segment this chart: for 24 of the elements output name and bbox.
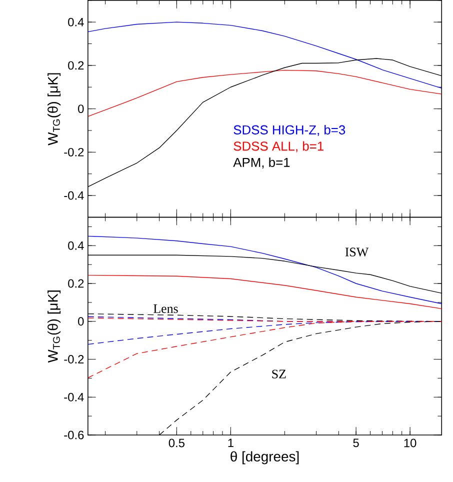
y-axis-title: W$_{TG}$(θ) [μK]	[48, 73, 61, 146]
annotation: ISW	[346, 248, 369, 256]
y-axis-title: W$_{TG}$(θ) [μK]	[48, 290, 61, 363]
annotation: SZ	[272, 370, 286, 378]
y-tick-label: 0.2	[68, 279, 84, 288]
x-tick-label: 0.5	[169, 438, 185, 448]
y-tick-label: 0.4	[68, 18, 84, 26]
y-tick-label: -0.4	[64, 392, 84, 402]
annotation: Lens	[154, 304, 178, 313]
y-tick-label: 0.4	[68, 241, 84, 250]
y-tick-label: -0.4	[64, 191, 84, 200]
text: APM, b=1	[233, 157, 290, 169]
x-tick-label: 5	[353, 438, 360, 448]
x-tick-label: 10	[404, 438, 416, 448]
y-tick-label: 0	[78, 317, 84, 326]
y-tick-label: 0	[78, 104, 84, 114]
y-tick-label: -0.6	[64, 430, 84, 440]
x-axis-title: θ [degrees]	[230, 451, 299, 464]
text: SDSS ALL, b=1	[234, 141, 324, 152]
x-tick-label: 1	[228, 438, 234, 447]
y-tick-label: 0.2	[68, 61, 84, 70]
y-tick-label: -0.2	[64, 148, 84, 156]
text: SDSS HIGH-Z, b=3	[234, 124, 346, 136]
y-tick-label: -0.2	[64, 355, 84, 364]
